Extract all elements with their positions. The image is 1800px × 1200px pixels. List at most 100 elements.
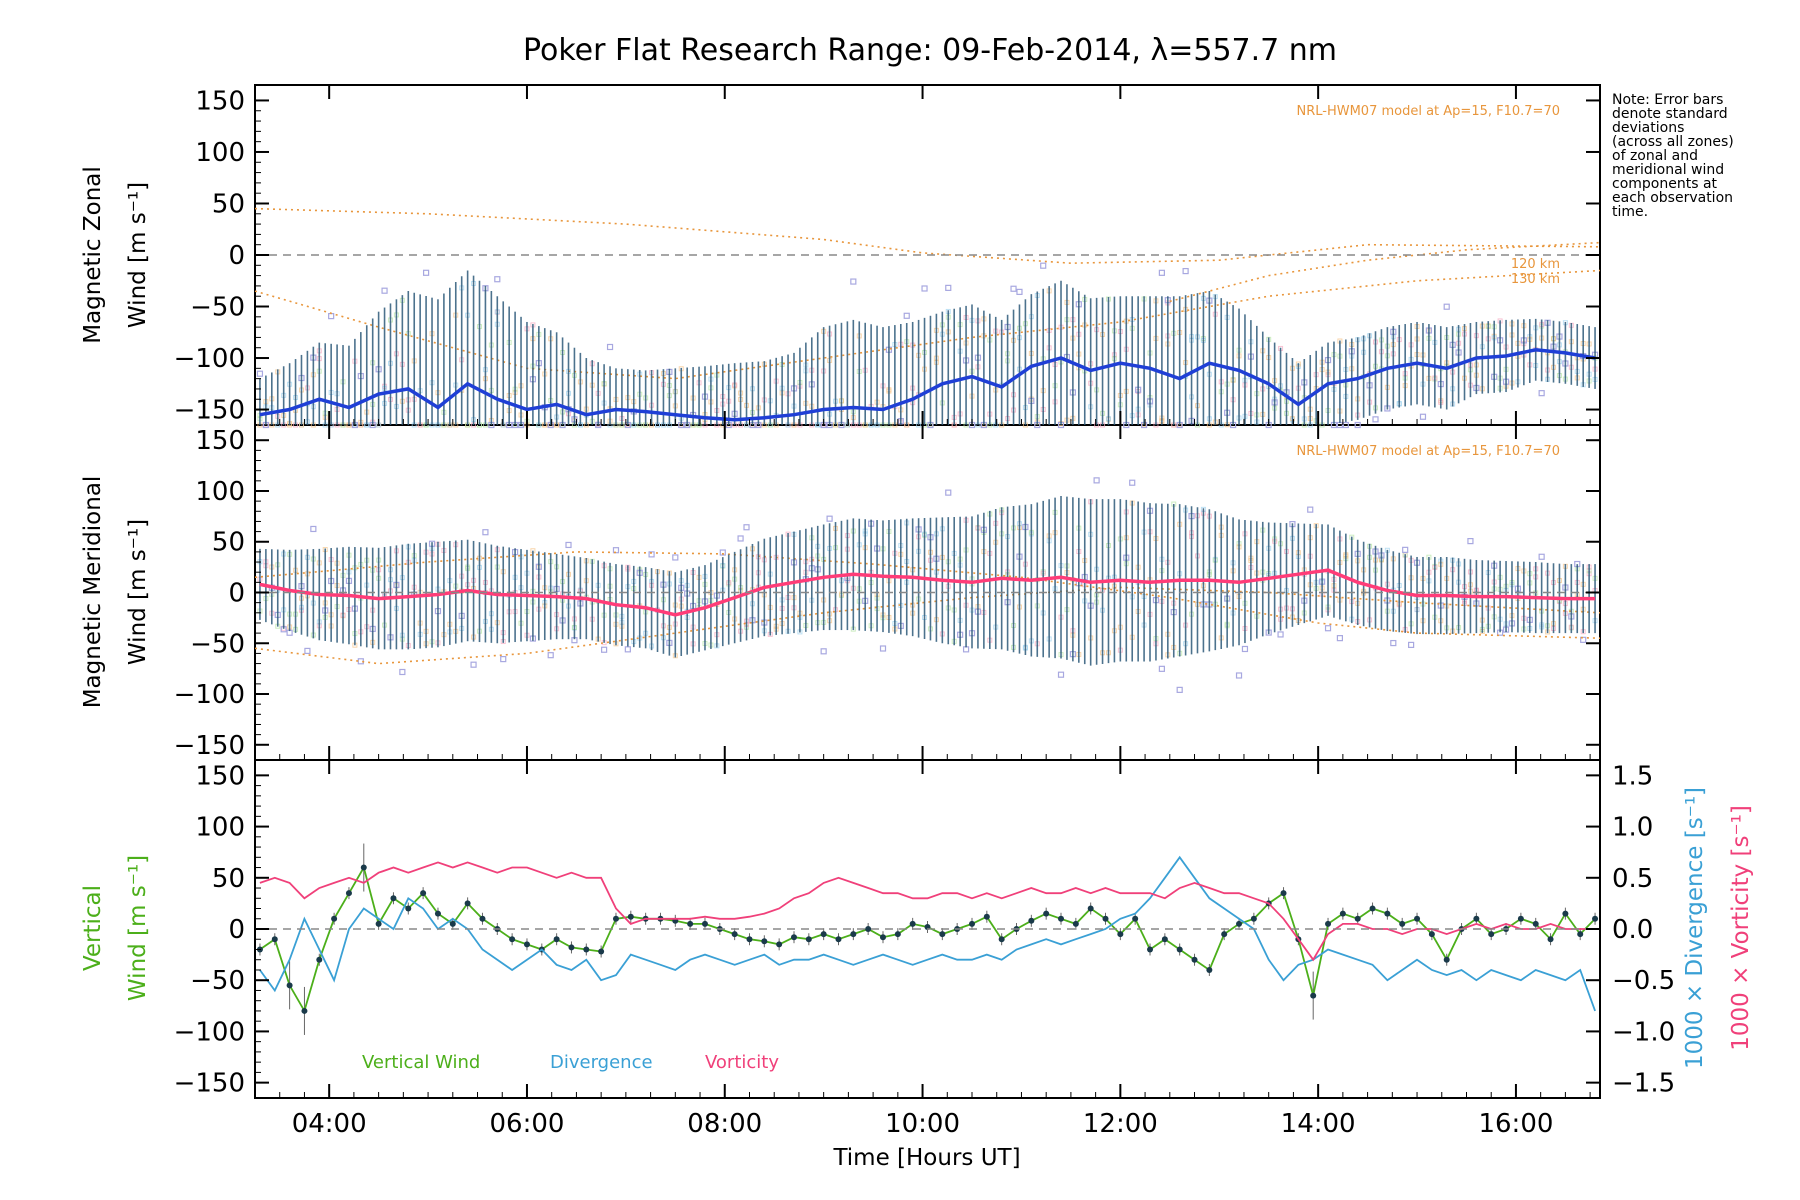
scatter-point-purple xyxy=(1040,262,1047,269)
y2-tick-label: 1.5 xyxy=(1612,761,1653,791)
vertical-wind-point xyxy=(879,934,886,941)
scatter-point-purple xyxy=(903,312,910,319)
scatter-point-purple xyxy=(624,646,631,653)
x-tick-label: 14:00 xyxy=(1281,1109,1356,1139)
scatter-point-purple xyxy=(850,278,857,285)
vertical-wind-point xyxy=(850,931,857,938)
scatter-point-purple xyxy=(399,668,406,676)
vertical-wind-point xyxy=(375,920,382,927)
vertical-wind-point xyxy=(1310,992,1317,999)
scatter-point-purple xyxy=(820,648,827,655)
vertical-wind-point xyxy=(909,920,916,927)
scatter-point-purple xyxy=(1277,631,1284,638)
scatter-point-purple xyxy=(304,647,311,655)
vertical-wind-point xyxy=(1384,910,1391,917)
vertical-wind-point xyxy=(286,982,293,989)
vertical-wind-point xyxy=(983,913,990,920)
note-line: time. xyxy=(1612,204,1648,220)
vertical-wind-point xyxy=(1236,920,1243,927)
scatter-point-purple xyxy=(1057,671,1065,678)
scatter-point-purple xyxy=(945,284,952,291)
x-tick-label: 08:00 xyxy=(687,1109,762,1139)
y-tick-label: −150 xyxy=(174,396,245,426)
vertical-wind-point xyxy=(553,936,560,943)
series-line-vertical-wind xyxy=(259,865,1596,1014)
vertical-wind-point xyxy=(1443,956,1450,963)
vertical-wind-point xyxy=(1473,915,1480,922)
vertical-wind-point xyxy=(1072,920,1079,927)
vertical-wind-point xyxy=(1517,915,1524,922)
vertical-wind-point xyxy=(805,936,812,943)
vertical-wind-point xyxy=(1087,905,1094,912)
x-tick-label: 16:00 xyxy=(1478,1109,1553,1139)
model-curve xyxy=(254,586,1601,665)
y-tick-label: 150 xyxy=(195,426,245,456)
legend-vorticity: Vorticity xyxy=(705,1052,779,1073)
vertical-wind-point xyxy=(583,946,590,953)
axes-ticks: 150100500−50−100−150150100500−50−100−150… xyxy=(174,85,1675,1139)
vertical-wind-point xyxy=(598,948,605,955)
vertical-wind-point xyxy=(1399,920,1406,927)
vertical-wind-point xyxy=(1577,931,1584,938)
y-tick-label: −100 xyxy=(174,1017,245,1047)
vertical-wind-point xyxy=(434,910,441,917)
vertical-wind-point xyxy=(939,931,946,938)
error-bars xyxy=(259,270,1596,1035)
note-line: each observation xyxy=(1612,190,1733,206)
note-line: denote standard xyxy=(1612,106,1728,122)
y-tick-label: 100 xyxy=(195,813,245,843)
vertical-wind-point xyxy=(331,915,338,922)
zonal-ylabel-line1: Magnetic Zonal xyxy=(80,166,106,344)
vertical-wind-point xyxy=(1250,915,1257,922)
scatter-point-purple xyxy=(422,269,430,276)
scatter-point-purple xyxy=(1158,665,1165,672)
vertical-wind-point xyxy=(449,920,456,927)
scatter-point-purple xyxy=(500,655,507,663)
y2-tick-label: −1.5 xyxy=(1612,1069,1675,1099)
vertical-wind-point xyxy=(1280,890,1287,897)
vertical-wind-point xyxy=(701,920,708,927)
vertical-wind-point xyxy=(1547,936,1554,943)
y-tick-label: 50 xyxy=(212,864,245,894)
scatter-point-purple xyxy=(826,515,833,522)
scatter-point-purple xyxy=(1235,672,1243,679)
scatter-point-purple xyxy=(1158,269,1165,276)
vertical-wind-point xyxy=(776,941,783,948)
scatter-point-purple xyxy=(1010,285,1017,292)
series-lines xyxy=(256,348,1599,1014)
zonal-mean-line xyxy=(259,348,1596,422)
y2-tick-label: 0.0 xyxy=(1612,915,1653,945)
scatter-point-purple xyxy=(1354,421,1361,429)
vertical-wind-point xyxy=(627,913,634,920)
vertical-wind-point xyxy=(1147,946,1154,953)
scatter-point-purple xyxy=(328,313,335,320)
scatter-point-purple xyxy=(1580,636,1587,643)
vertical-wind-point xyxy=(790,934,797,941)
scatter-point-purple xyxy=(743,524,750,531)
scatter-point-purple xyxy=(1390,639,1397,647)
vertical-wind-point xyxy=(1117,931,1124,938)
y2-tick-label: −1.0 xyxy=(1612,1017,1675,1047)
scatter-point-purple xyxy=(962,646,970,653)
vertical-wind-point xyxy=(1592,915,1599,922)
vertical-wind-point xyxy=(464,900,471,907)
vertical-wind-point xyxy=(316,956,323,963)
y-tick-label: 50 xyxy=(212,189,245,219)
vertical-wind-point xyxy=(1325,920,1332,927)
vertical-wind-point xyxy=(420,890,427,897)
scatter-point-purple xyxy=(1016,288,1023,295)
vertical-wind-point xyxy=(1414,915,1421,922)
note-line: (across all zones) xyxy=(1612,134,1734,150)
vertical-wind-point xyxy=(894,931,901,938)
meridional-ylabel-line1: Magnetic Meridional xyxy=(80,476,106,709)
vertical-wind-point xyxy=(1369,905,1376,912)
y2-tick-label: 0.5 xyxy=(1612,864,1653,894)
vertical-wind-point xyxy=(1354,915,1361,922)
vertical-wind-point xyxy=(820,931,827,938)
vertical-wind-point xyxy=(1043,910,1050,917)
scatter-point-purple xyxy=(921,285,928,292)
note-line: meridional wind xyxy=(1612,162,1724,178)
vertical-wind-point xyxy=(390,895,397,902)
x-tick-label: 12:00 xyxy=(1083,1109,1158,1139)
